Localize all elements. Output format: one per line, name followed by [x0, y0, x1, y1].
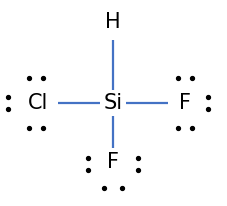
Text: F: F: [107, 152, 119, 172]
Text: F: F: [179, 93, 191, 113]
Text: H: H: [105, 12, 121, 32]
Text: Si: Si: [104, 93, 123, 113]
Text: Cl: Cl: [28, 93, 48, 113]
